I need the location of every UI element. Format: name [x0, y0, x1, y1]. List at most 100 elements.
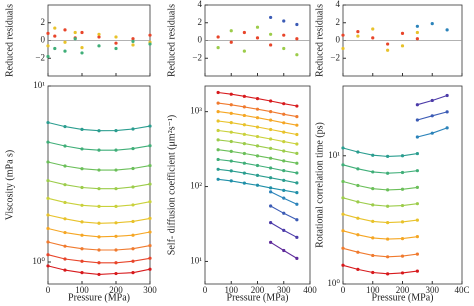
y-axis-label: Self- diffusion coefficient (μm²s⁻¹) — [166, 115, 177, 255]
data-point — [131, 39, 135, 43]
data-point — [356, 167, 360, 171]
data-point — [295, 256, 299, 260]
data-point — [371, 236, 375, 240]
data-point — [131, 259, 135, 263]
data-point — [400, 220, 405, 224]
x-axis-label: Pressure (MPa) — [68, 292, 130, 303]
x-tick-label: 0 — [203, 285, 208, 295]
data-point — [371, 270, 375, 275]
data-point — [282, 102, 286, 106]
data-point — [415, 202, 419, 206]
data-point — [97, 261, 101, 265]
data-point — [269, 15, 273, 20]
data-point — [242, 181, 246, 185]
data-point — [148, 42, 152, 46]
data-point — [295, 151, 299, 156]
data-point — [269, 176, 273, 180]
data-point — [97, 221, 101, 225]
y-tick-label: 0 — [336, 35, 341, 45]
data-point — [269, 32, 273, 36]
data-point — [242, 132, 246, 136]
data-point — [63, 200, 67, 205]
data-point — [295, 202, 299, 206]
data-point — [97, 32, 101, 36]
data-point — [269, 156, 273, 160]
data-point — [255, 183, 260, 187]
data-point — [229, 139, 233, 144]
data-point — [131, 247, 135, 251]
data-point — [148, 230, 152, 234]
data-point — [341, 196, 345, 200]
data-point — [295, 171, 299, 175]
data-point — [80, 271, 84, 275]
data-point — [80, 167, 84, 171]
data-point — [80, 46, 84, 50]
data-point — [242, 105, 246, 109]
data-point — [131, 203, 135, 207]
y-axis-label: Reduced residuals — [314, 4, 325, 77]
data-point — [255, 107, 260, 111]
data-point — [242, 161, 246, 165]
data-point — [282, 196, 286, 200]
fit-line — [342, 147, 418, 157]
data-point — [386, 204, 390, 208]
data-point — [269, 166, 273, 170]
data-point — [430, 98, 434, 103]
data-point — [386, 188, 390, 192]
data-point — [400, 203, 405, 208]
data-point — [97, 248, 101, 252]
data-point — [295, 123, 299, 127]
data-point — [295, 142, 299, 146]
data-point — [356, 250, 360, 254]
data-point — [53, 46, 57, 51]
data-point — [282, 19, 286, 23]
data-point — [131, 185, 135, 189]
data-point — [415, 135, 419, 139]
y-tick-label: 2 — [336, 17, 341, 27]
data-point — [46, 54, 50, 59]
data-point — [400, 31, 405, 35]
data-point — [356, 183, 360, 188]
y-tick-label: 10³ — [190, 106, 202, 116]
data-point — [269, 43, 273, 47]
data-point — [282, 140, 286, 144]
data-point — [386, 171, 390, 175]
data-point — [46, 31, 50, 35]
data-point — [114, 234, 118, 238]
data-point — [255, 173, 260, 177]
data-point — [80, 185, 84, 190]
data-point — [400, 187, 405, 191]
data-point — [415, 30, 419, 35]
data-point — [269, 137, 273, 141]
fit-line — [342, 264, 418, 275]
fit-line — [342, 247, 418, 258]
y-tick-label: 4 — [336, 0, 341, 9]
data-point — [229, 92, 233, 96]
data-point — [445, 28, 449, 32]
data-point — [415, 185, 419, 189]
y-tick-label: −2 — [192, 52, 202, 62]
data-point — [46, 196, 50, 200]
data-point — [229, 111, 233, 115]
fit-line — [342, 180, 418, 191]
data-point — [242, 30, 246, 35]
data-point — [242, 94, 246, 98]
data-point — [341, 163, 345, 167]
y-axis-label: Reduced residuals — [4, 4, 15, 77]
data-point — [356, 150, 360, 154]
data-point — [242, 113, 246, 118]
data-point — [114, 248, 118, 252]
data-point — [255, 134, 260, 139]
y-tick-label: −2 — [330, 52, 340, 62]
data-point — [148, 216, 152, 220]
data-point — [148, 182, 152, 186]
data-point — [341, 246, 345, 250]
data-point — [356, 233, 360, 237]
data-point — [63, 268, 67, 272]
data-point — [371, 187, 375, 191]
data-point — [216, 35, 220, 39]
data-point — [63, 217, 67, 221]
data-point — [80, 127, 84, 131]
data-point — [229, 29, 233, 33]
data-point — [114, 128, 118, 133]
